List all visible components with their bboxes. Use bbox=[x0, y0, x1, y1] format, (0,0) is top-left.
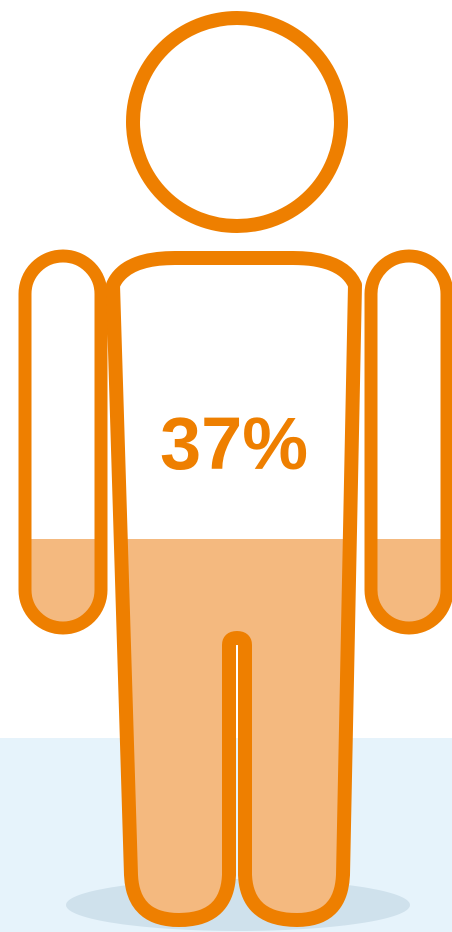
body bbox=[106, 251, 362, 927]
percentage-label: 37% bbox=[160, 402, 308, 485]
head-outline bbox=[126, 11, 348, 233]
ground-shadow bbox=[66, 879, 410, 931]
right-arm bbox=[364, 249, 452, 635]
left-arm bbox=[18, 249, 108, 635]
